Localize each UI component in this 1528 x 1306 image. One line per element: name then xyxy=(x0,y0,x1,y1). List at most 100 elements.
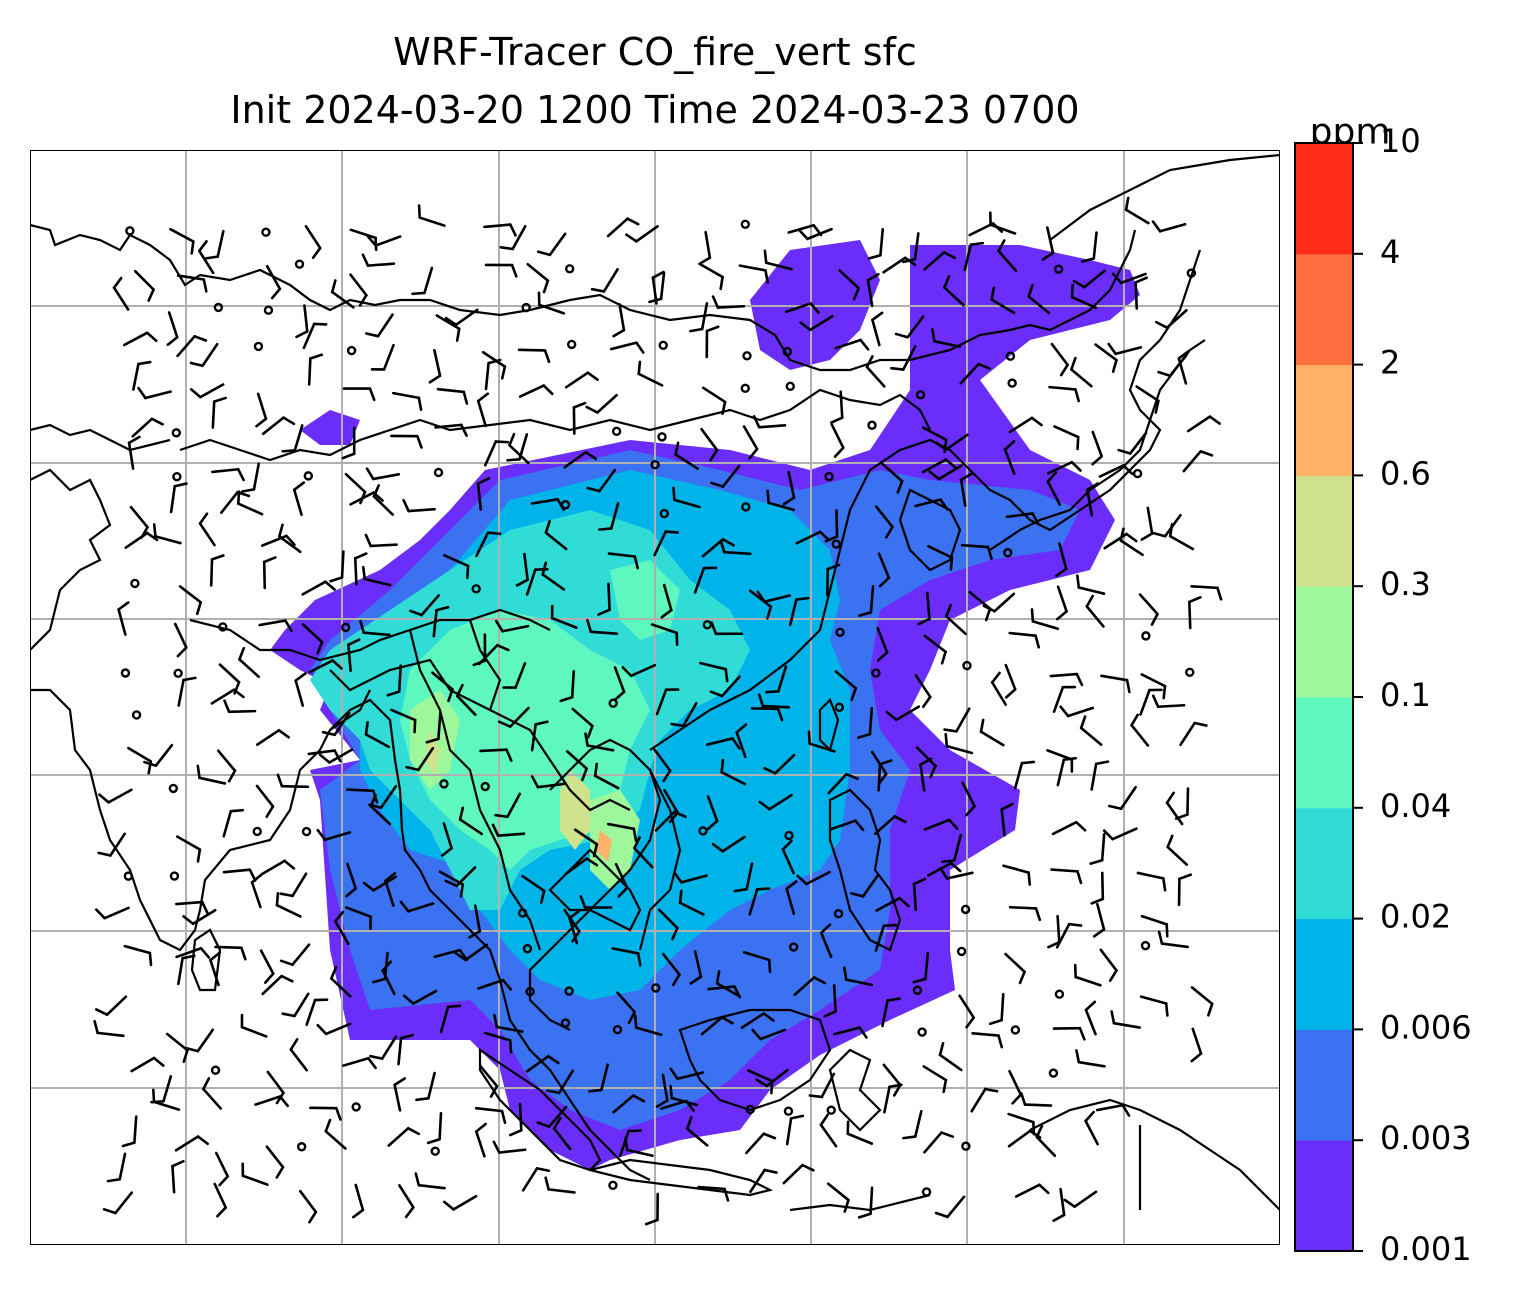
wind-barbs xyxy=(93,196,1223,1226)
calm-wind-marker xyxy=(956,946,967,957)
wind-barb xyxy=(873,815,907,836)
wind-barb xyxy=(223,699,257,714)
wind-barb xyxy=(295,304,309,339)
wind-barb xyxy=(825,563,841,597)
wind-barb xyxy=(624,1136,654,1158)
wind-barb xyxy=(366,235,402,247)
wind-barb xyxy=(740,1012,775,1029)
wind-barb xyxy=(733,862,754,893)
wind-barb xyxy=(752,415,787,429)
calm-wind-marker xyxy=(172,472,182,482)
calm-wind-marker xyxy=(741,502,751,512)
wind-barb xyxy=(1107,342,1143,356)
wind-barb xyxy=(94,995,128,1016)
wind-barb xyxy=(497,706,530,728)
colorbar-band-9 xyxy=(1295,143,1353,255)
calm-wind-marker xyxy=(439,779,449,789)
calm-wind-marker xyxy=(834,702,845,713)
wind-barb xyxy=(298,1189,318,1224)
calm-wind-marker xyxy=(522,944,533,954)
wind-barb xyxy=(369,1035,398,1060)
wind-barb xyxy=(763,249,793,271)
wind-barb xyxy=(97,832,127,857)
wind-barb xyxy=(277,523,302,554)
wind-barb xyxy=(971,1032,1004,1049)
map-title-line2: Init 2024-03-20 1200 Time 2024-03-23 070… xyxy=(230,88,1080,132)
wind-barb xyxy=(281,992,310,1018)
wind-barb xyxy=(301,580,336,596)
wind-barb xyxy=(843,966,873,987)
wind-barb xyxy=(797,227,833,241)
calm-wind-marker xyxy=(1141,631,1151,641)
calm-wind-marker xyxy=(210,1065,221,1075)
wind-barb xyxy=(673,871,708,884)
calm-wind-marker xyxy=(120,668,131,678)
calm-wind-marker xyxy=(168,783,179,794)
wind-barb xyxy=(660,583,673,619)
wind-barb xyxy=(1111,272,1147,285)
wind-barb xyxy=(655,688,680,716)
wind-barb xyxy=(941,833,963,864)
calm-wind-marker xyxy=(785,381,795,392)
calm-wind-marker xyxy=(213,302,224,313)
wind-barb xyxy=(1072,269,1106,289)
wind-barb xyxy=(491,823,526,837)
wind-barb xyxy=(526,262,550,294)
wind-barb xyxy=(943,707,971,733)
wind-barb xyxy=(428,349,442,384)
calm-wind-marker xyxy=(123,871,134,881)
wind-barb xyxy=(405,746,435,772)
wind-barb xyxy=(637,360,664,387)
wind-barb xyxy=(616,991,636,1024)
wind-barb xyxy=(559,670,576,703)
wind-barb xyxy=(415,1071,436,1102)
wind-barb xyxy=(902,1109,923,1140)
wind-barb xyxy=(476,392,490,428)
colorbar-band-1 xyxy=(1295,1029,1353,1141)
wind-barb xyxy=(210,688,245,705)
wind-barb xyxy=(1008,631,1041,649)
wind-barb xyxy=(1138,593,1159,626)
wind-barb xyxy=(988,992,1005,1026)
wind-barb xyxy=(211,467,245,482)
wind-barb xyxy=(705,325,720,359)
wind-barb xyxy=(499,224,527,251)
wind-barb xyxy=(1019,1091,1053,1107)
wind-barb xyxy=(169,227,195,255)
wind-barb xyxy=(402,498,436,513)
wind-barb xyxy=(1056,585,1068,621)
wind-barb xyxy=(1092,902,1106,938)
wind-barb xyxy=(597,582,611,616)
wind-barb xyxy=(1095,1103,1131,1117)
wind-barb xyxy=(934,433,969,451)
wind-barb xyxy=(1070,283,1097,309)
wind-barb xyxy=(738,264,769,284)
calm-wind-marker xyxy=(702,620,713,630)
wind-barb xyxy=(174,1135,209,1152)
wind-barb xyxy=(830,390,844,424)
wind-barb xyxy=(1008,1069,1023,1105)
wind-barb xyxy=(130,1056,165,1073)
wind-barb xyxy=(117,601,130,636)
colorbar-tick-label: 10 xyxy=(1380,122,1421,160)
wind-barb xyxy=(1085,594,1105,628)
wind-barb xyxy=(701,386,727,416)
calm-wind-marker xyxy=(1053,264,1064,274)
calm-wind-marker xyxy=(835,627,845,638)
wind-barb xyxy=(914,674,932,709)
wind-barb xyxy=(342,1056,377,1070)
colorbar-tick-label: 0.3 xyxy=(1380,565,1431,603)
calm-wind-marker xyxy=(1010,1025,1021,1035)
wind-barb xyxy=(857,706,874,739)
wind-barb xyxy=(1117,431,1148,455)
wind-barb xyxy=(1190,585,1223,601)
wind-barb xyxy=(260,859,296,876)
wind-barb xyxy=(455,683,477,716)
wind-barb xyxy=(959,472,973,507)
wind-barb xyxy=(796,870,831,886)
coastline-himalaya xyxy=(189,608,551,662)
wind-barb xyxy=(434,423,468,437)
wind-barb xyxy=(169,482,188,514)
wind-barb xyxy=(961,781,976,817)
wind-barb xyxy=(241,1162,269,1186)
